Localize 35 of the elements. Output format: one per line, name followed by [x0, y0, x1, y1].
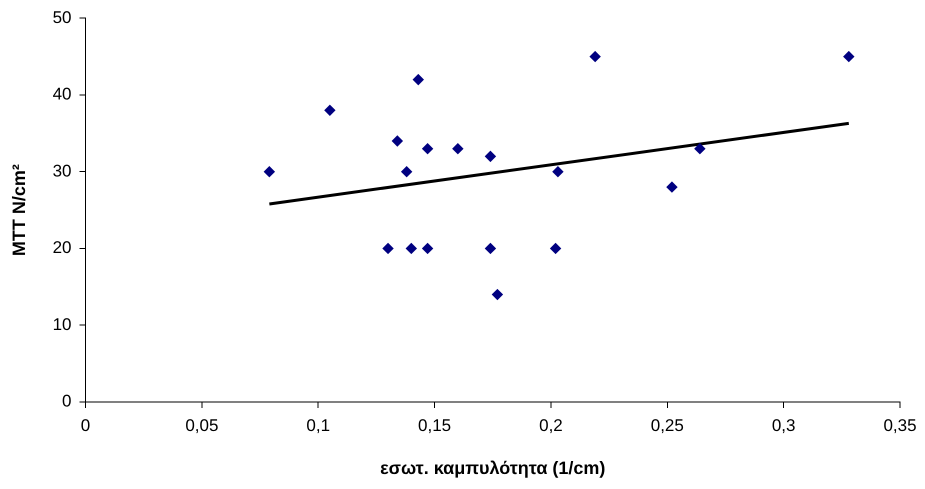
y-tick-label: 10 — [52, 314, 72, 334]
x-tick-label: 0,2 — [539, 416, 563, 435]
y-tick-label: 0 — [62, 392, 72, 411]
point — [843, 51, 854, 62]
x-tick-label: 0,35 — [883, 416, 917, 435]
point — [694, 143, 706, 154]
y-tick-label: 40 — [52, 84, 72, 104]
x-tick-label: 0,3 — [772, 416, 796, 435]
x-tick-label: 0,25 — [650, 416, 684, 435]
point — [484, 150, 496, 162]
point — [666, 182, 678, 193]
point — [422, 143, 434, 154]
point — [422, 242, 434, 254]
point — [484, 242, 496, 254]
x-tick-label: 0 — [80, 416, 90, 435]
y-axis-title: MTT N/cm² — [8, 164, 29, 256]
point — [324, 104, 336, 116]
point — [382, 242, 394, 254]
point — [406, 242, 417, 254]
point — [264, 166, 275, 178]
x-tick-label: 0,1 — [306, 416, 330, 435]
point — [590, 51, 601, 62]
y-tick-label: 50 — [52, 8, 72, 27]
x-axis-title: εσωτ. καμπυλότητα (1/cm) — [380, 458, 606, 478]
x-tick-label: 0,15 — [418, 416, 452, 435]
y-tick-label: 30 — [52, 161, 72, 180]
y-tick-label: 20 — [52, 238, 72, 258]
point — [552, 166, 564, 178]
point — [550, 242, 562, 254]
point — [412, 74, 424, 86]
point — [392, 136, 403, 147]
x-tick-label: 0,05 — [185, 416, 218, 435]
point — [401, 166, 412, 178]
point — [452, 143, 464, 154]
point — [492, 289, 503, 300]
